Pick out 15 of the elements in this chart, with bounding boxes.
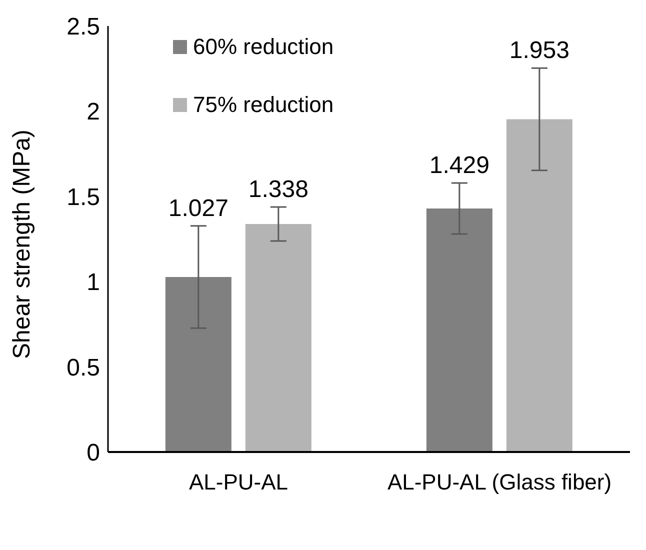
legend-label: 60% reduction bbox=[193, 34, 334, 60]
data-label: 1.027 bbox=[168, 194, 228, 222]
y-tick-label: 1.5 bbox=[66, 184, 100, 211]
legend-label: 75% reduction bbox=[193, 92, 334, 118]
y-tick-label: 2 bbox=[86, 98, 100, 126]
x-tick-label: AL-PU-AL (Glass fiber) bbox=[387, 470, 612, 495]
y-tick-label: 1 bbox=[86, 269, 100, 296]
x-tick-label: AL-PU-AL bbox=[188, 470, 288, 495]
y-tick-label: 0 bbox=[86, 440, 100, 467]
data-label: 1.953 bbox=[509, 37, 570, 64]
data-label: 1.429 bbox=[429, 152, 490, 179]
y-axis-title: Shear strength (MPa) bbox=[8, 130, 36, 359]
y-tick-label: 0.5 bbox=[66, 354, 100, 382]
data-label: 1.338 bbox=[248, 176, 308, 203]
y-tick-label: 2.5 bbox=[66, 14, 100, 41]
